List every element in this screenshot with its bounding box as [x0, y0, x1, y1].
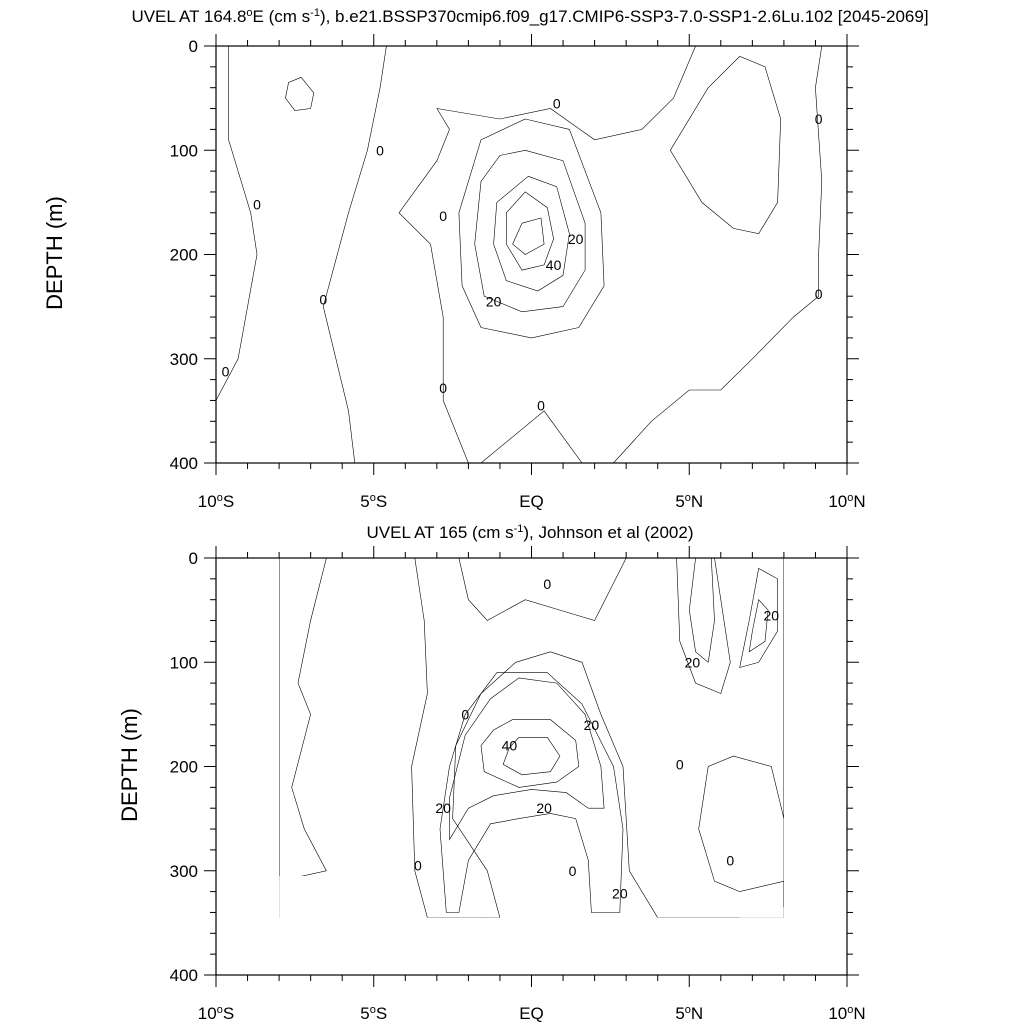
x-tick-label: 5oS: [360, 492, 387, 511]
contour-region: [285, 76, 315, 111]
x-tick-label: 10oS: [198, 1004, 234, 1023]
contour-label: 0: [376, 142, 384, 158]
panel-title: UVEL AT 164.8oE (cm s-1), b.e21.BSSP370c…: [131, 7, 928, 26]
contour-region: [502, 736, 561, 776]
contour-label: 20: [568, 231, 584, 247]
contour-region: [512, 217, 545, 255]
no-data-mask: [279, 876, 784, 918]
x-tick-label: 10oN: [828, 1004, 865, 1023]
panel-title: UVEL AT 165 (cm s-1), Johnson et al (200…: [367, 523, 694, 542]
panel-observations: UVEL AT 165 (cm s-1), Johnson et al (200…: [117, 523, 866, 1023]
contour-region: [398, 46, 823, 463]
contour-label: 20: [763, 607, 779, 623]
x-tick-label: 5oS: [360, 1004, 387, 1023]
x-tick-label: EQ: [519, 492, 544, 511]
y-tick-label: 300: [170, 350, 198, 369]
contour-label: 20: [612, 886, 628, 902]
x-tick-label: 10oN: [828, 492, 865, 511]
contour-label: 0: [461, 706, 469, 722]
contour-label: 20: [536, 800, 552, 816]
contour-region: [480, 719, 580, 788]
contour-label: 20: [584, 717, 600, 733]
contour-field: [279, 558, 784, 918]
contour-label: 0: [222, 363, 230, 379]
panel-model: UVEL AT 164.8oE (cm s-1), b.e21.BSSP370c…: [42, 7, 929, 511]
contour-label: 0: [439, 208, 447, 224]
contour-label: 40: [502, 738, 518, 754]
y-tick-label: 100: [170, 141, 198, 160]
contour-region: [216, 46, 387, 463]
contour-region: [279, 558, 327, 882]
contour-region: [458, 118, 605, 339]
contour-label: 0: [319, 291, 327, 307]
y-tick-label: 400: [170, 454, 198, 473]
contour-region: [449, 677, 605, 841]
contour-label: 20: [685, 654, 701, 670]
contour-region: [676, 558, 731, 694]
y-axis-label: DEPTH (m): [117, 708, 142, 822]
y-tick-label: 0: [189, 549, 198, 568]
contour-label: 0: [253, 196, 261, 212]
x-tick-label: 5oN: [675, 1004, 703, 1023]
contour-label: 0: [676, 756, 684, 772]
contour-label: 0: [726, 852, 734, 868]
contour-region: [480, 410, 583, 463]
x-tick-label: 10oS: [198, 492, 234, 511]
contour-region: [505, 191, 554, 271]
y-tick-label: 300: [170, 862, 198, 881]
y-axis-label: DEPTH (m): [42, 196, 67, 310]
x-tick-label: 5oN: [675, 492, 703, 511]
contour-label: 0: [543, 576, 551, 592]
contour-label: 0: [815, 286, 823, 302]
contour-label: 0: [553, 95, 561, 111]
x-tick-label: EQ: [519, 1004, 544, 1023]
contour-region: [688, 558, 715, 663]
contour-label: 0: [537, 398, 545, 414]
contour-region: [439, 672, 624, 913]
y-tick-label: 400: [170, 966, 198, 985]
contour-region: [748, 599, 769, 653]
contour-label: 40: [546, 257, 562, 273]
contour-label: 0: [414, 858, 422, 874]
y-tick-label: 100: [170, 653, 198, 672]
contour-field: [216, 46, 847, 463]
contour-label: 0: [439, 380, 447, 396]
contour-label: 0: [815, 111, 823, 127]
y-tick-label: 200: [170, 758, 198, 777]
contour-region: [411, 558, 784, 918]
contour-label: 20: [486, 293, 502, 309]
y-tick-label: 0: [189, 37, 198, 56]
contour-label: 20: [435, 800, 451, 816]
contour-label: 0: [569, 863, 577, 879]
contour-region: [669, 56, 782, 235]
contour-region: [739, 567, 778, 668]
contour-region: [474, 149, 586, 313]
contour-region: [493, 175, 570, 292]
y-tick-label: 200: [170, 246, 198, 265]
